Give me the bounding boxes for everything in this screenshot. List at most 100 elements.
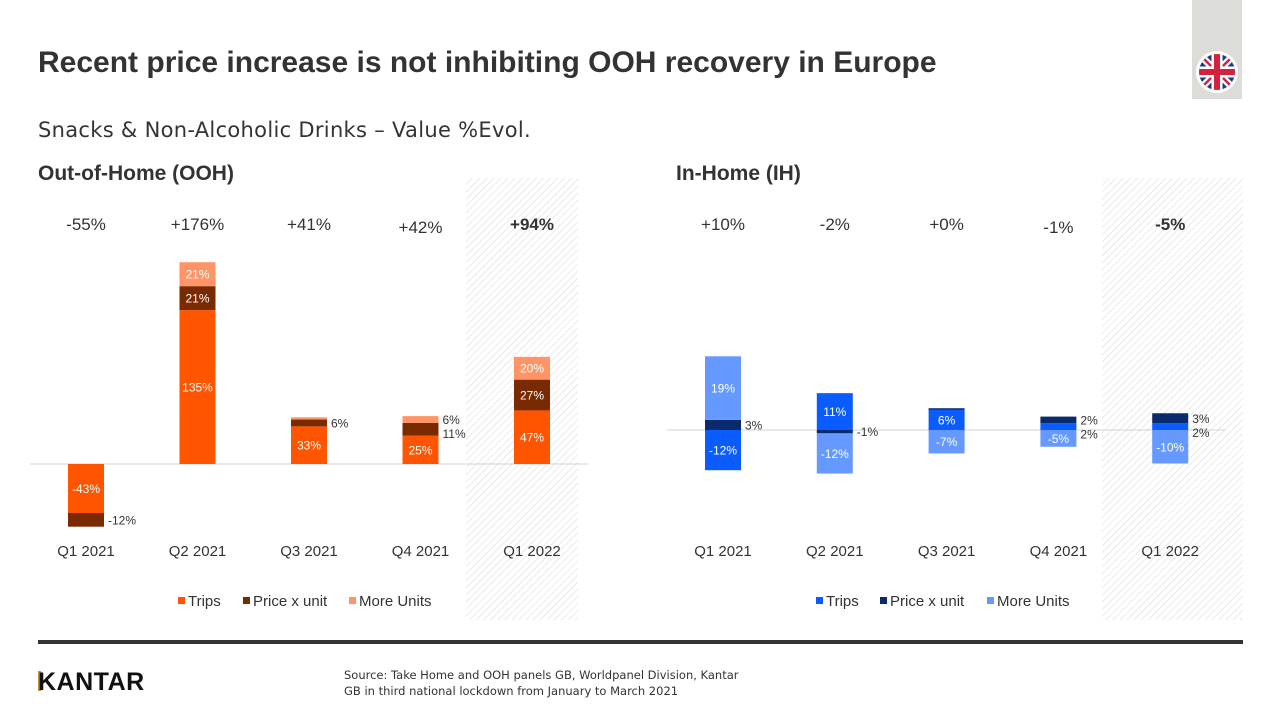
ih-bar-more-units-4 (1152, 430, 1189, 464)
ih-bar-trips-2 (928, 409, 965, 430)
ooh-bar-price-x-unit-4 (514, 379, 550, 411)
ooh-data-label: 20% (520, 362, 544, 376)
ih-total-label: +0% (929, 215, 964, 234)
ooh-bar-trips-0 (68, 464, 104, 514)
slide-subtitle: Snacks & Non-Alcoholic Drinks – Value %E… (38, 118, 531, 142)
source-line-2: GB in third national lockdown from Janua… (344, 684, 679, 698)
ooh-category-label: Q4 2021 (392, 543, 450, 560)
kantar-logo: KANTAR (38, 668, 145, 696)
ooh-data-label: 47% (520, 431, 544, 445)
footer-divider (38, 640, 1243, 644)
ooh-bar-trips-2 (291, 426, 327, 464)
ih-bar-trips-0 (705, 430, 741, 471)
ooh-legend-label: Price x unit (253, 593, 328, 610)
ooh-bar-trips-1 (179, 310, 216, 464)
ih-bar-trips-1 (816, 393, 853, 430)
ooh-bar-trips-3 (402, 435, 439, 464)
ih-data-label: -7% (936, 435, 958, 449)
ih-legend-swatch (987, 597, 994, 604)
ooh-data-label: 21% (185, 268, 209, 282)
ih-data-label: 2% (1080, 413, 1098, 427)
ih-data-label: 2% (1080, 427, 1098, 441)
ooh-bar-trips-4 (514, 410, 550, 464)
ih-category-label: Q1 2021 (694, 543, 752, 560)
ih-bar-more-units-2 (928, 430, 965, 454)
ooh-data-label: 33% (297, 439, 321, 453)
source-note: Source: Take Home and OOH panels GB, Wor… (344, 667, 739, 699)
ih-bar-trips-4 (1152, 423, 1189, 430)
ih-data-label: -1% (857, 425, 879, 439)
ih-total-label: -2% (820, 215, 850, 234)
ih-data-label: 11% (823, 405, 846, 419)
ooh-legend-swatch (243, 597, 250, 604)
ooh-total-label: -55% (66, 215, 106, 234)
ih-bar-price-x-unit-1 (816, 430, 853, 434)
ooh-data-label: 11% (443, 427, 466, 441)
ih-chart-title: In-Home (IH) (676, 162, 801, 185)
ih-data-label: -10% (1156, 440, 1184, 454)
ih-data-label: 2% (1192, 426, 1210, 440)
ooh-data-label: 21% (185, 292, 209, 306)
ih-legend-swatch (816, 597, 823, 604)
ooh-category-label: Q2 2021 (169, 543, 227, 560)
ih-bar-more-units-0 (705, 356, 741, 420)
ooh-total-label: +41% (287, 215, 331, 234)
ooh-data-label: 27% (520, 389, 544, 403)
uk-flag-icon (1196, 51, 1238, 93)
ooh-data-label: 25% (408, 443, 432, 457)
ih-data-label: -5% (1048, 432, 1070, 446)
ooh-bar-more-units-4 (514, 356, 550, 380)
ih-legend-label: More Units (997, 593, 1070, 610)
ooh-total-label: +94% (510, 215, 554, 234)
ih-data-label: 3% (1192, 412, 1210, 426)
ooh-bar-price-x-unit-2 (291, 419, 327, 427)
ih-category-label: Q3 2021 (918, 543, 976, 560)
ih-category-label: Q1 2022 (1141, 543, 1199, 560)
ooh-data-label: -12% (108, 513, 136, 527)
ih-data-label: 19% (711, 382, 735, 396)
ih-bar-more-units-1 (816, 433, 853, 474)
ooh-legend-swatch (349, 597, 356, 604)
ih-legend-label: Price x unit (890, 593, 965, 610)
ooh-category-label: Q1 2021 (57, 543, 115, 560)
ih-category-label: Q2 2021 (806, 543, 864, 560)
ooh-data-label: 6% (331, 416, 349, 430)
ih-legend-swatch (880, 597, 887, 604)
ooh-category-label: Q1 2022 (503, 543, 561, 560)
ih-data-label: -12% (709, 444, 737, 458)
ooh-chart-title: Out-of-Home (OOH) (38, 162, 234, 185)
ooh-bar-price-x-unit-3 (402, 422, 439, 436)
ooh-data-label: 6% (443, 413, 461, 427)
ooh-data-label: 135% (182, 381, 213, 395)
ih-category-label: Q4 2021 (1030, 543, 1088, 560)
ih-highlight-region (1102, 178, 1243, 620)
ih-bar-more-units-3 (1040, 430, 1077, 447)
ooh-total-label: +176% (171, 215, 224, 234)
ih-data-label: 6% (938, 413, 956, 427)
ih-bar-price-x-unit-0 (705, 419, 741, 430)
ooh-legend-label: More Units (359, 593, 432, 610)
ooh-bar-more-units-3 (402, 416, 439, 423)
ih-data-label: 3% (745, 418, 763, 432)
ooh-bar-price-x-unit-0 (68, 513, 104, 527)
ih-bar-price-x-unit-2 (928, 408, 965, 410)
slide-title: Recent price increase is not inhibiting … (38, 46, 937, 79)
ooh-bar-more-units-2 (291, 417, 327, 420)
ooh-legend-swatch (178, 597, 185, 604)
ih-total-label: -1% (1043, 218, 1073, 237)
ooh-data-label: -43% (72, 482, 100, 496)
ooh-legend-label: Trips (188, 593, 221, 610)
logo-accent (38, 671, 41, 691)
ih-legend-label: Trips (826, 593, 859, 610)
ooh-bar-more-units-1 (179, 262, 216, 287)
ih-data-label: -12% (821, 447, 849, 461)
ooh-bar-price-x-unit-1 (179, 286, 216, 311)
ih-total-label: -5% (1155, 215, 1185, 234)
source-line-1: Source: Take Home and OOH panels GB, Wor… (344, 668, 739, 682)
ooh-category-label: Q3 2021 (280, 543, 338, 560)
ooh-total-label: +42% (399, 218, 443, 237)
ih-bar-price-x-unit-3 (1040, 416, 1077, 424)
ih-bar-price-x-unit-4 (1152, 413, 1189, 424)
